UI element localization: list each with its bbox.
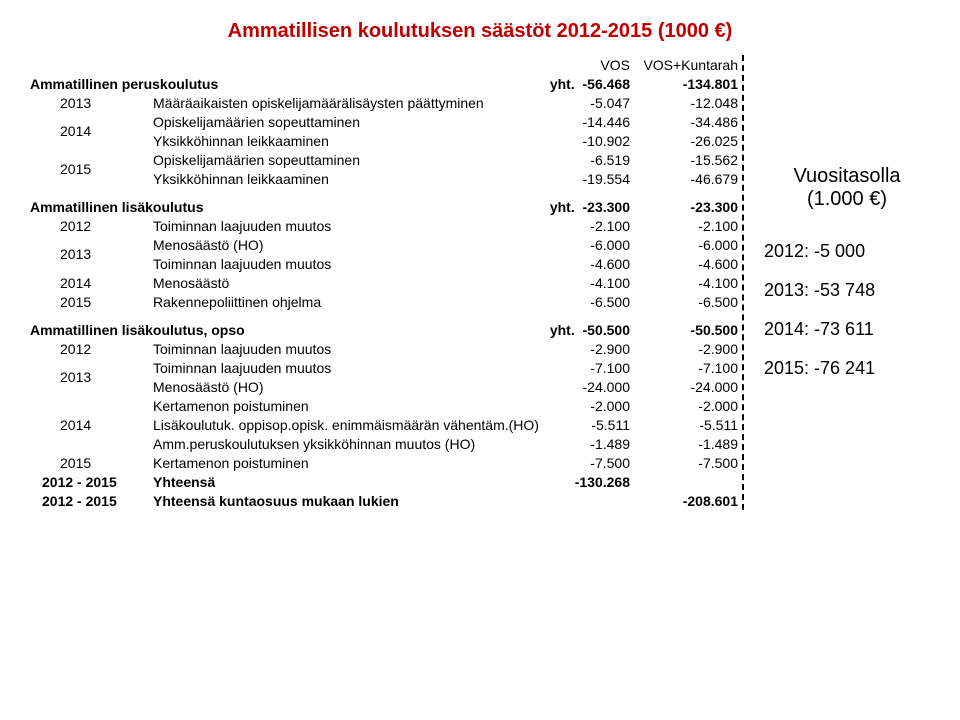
summary-item: 2013: -53 748: [764, 280, 930, 301]
table-row: 2014Opiskelijamäärien sopeuttaminen-14.4…: [30, 112, 742, 131]
page-title: Ammatillisen koulutuksen säästöt 2012-20…: [30, 20, 930, 43]
total-row: 2012 - 2015Yhteensä kuntaosuus mukaan lu…: [30, 491, 742, 510]
summary-item: 2012: -5 000: [764, 241, 930, 262]
summary-item: 2014: -73 611: [764, 319, 930, 340]
annual-summary: Vuositasolla (1.000 €) 2012: -5 000 2013…: [764, 55, 930, 510]
col-vos-kuntarah: VOS+Kuntarah: [634, 55, 742, 74]
summary-item: 2015: -76 241: [764, 358, 930, 379]
table-row: 2013Määräaikaisten opiskelijamäärälisäys…: [30, 93, 742, 112]
total-row: 2012 - 2015Yhteensä-130.268: [30, 472, 742, 491]
section-header: Ammatillinen lisäkoulutus yht. -23.300 -…: [30, 197, 742, 216]
table-row: 2012Toiminnan laajuuden muutos-2.900-2.9…: [30, 339, 742, 358]
table-row: 2014Menosäästö-4.100-4.100: [30, 273, 742, 292]
section-header: Ammatillinen peruskoulutus yht. -56.468 …: [30, 74, 742, 93]
table-row: 2013Menosäästö (HO)-6.000-6.000: [30, 235, 742, 254]
table-row: 2015Opiskelijamäärien sopeuttaminen-6.51…: [30, 150, 742, 169]
table-row: 2013Toiminnan laajuuden muutos-7.100-7.1…: [30, 358, 742, 377]
summary-heading: Vuositasolla: [793, 165, 900, 187]
section-header: Ammatillinen lisäkoulutus, opso yht. -50…: [30, 320, 742, 339]
savings-table: VOS VOS+Kuntarah Ammatillinen peruskoulu…: [30, 55, 742, 510]
table-row: 2015Kertamenon poistuminen-7.500-7.500: [30, 453, 742, 472]
summary-heading-unit: (1.000 €): [807, 188, 887, 210]
table-row: 2015Rakennepoliittinen ohjelma-6.500-6.5…: [30, 292, 742, 311]
col-vos: VOS: [546, 55, 634, 74]
table-row: 2012Toiminnan laajuuden muutos-2.100-2.1…: [30, 216, 742, 235]
table-row: 2014Kertamenon poistuminen-2.000-2.000: [30, 396, 742, 415]
